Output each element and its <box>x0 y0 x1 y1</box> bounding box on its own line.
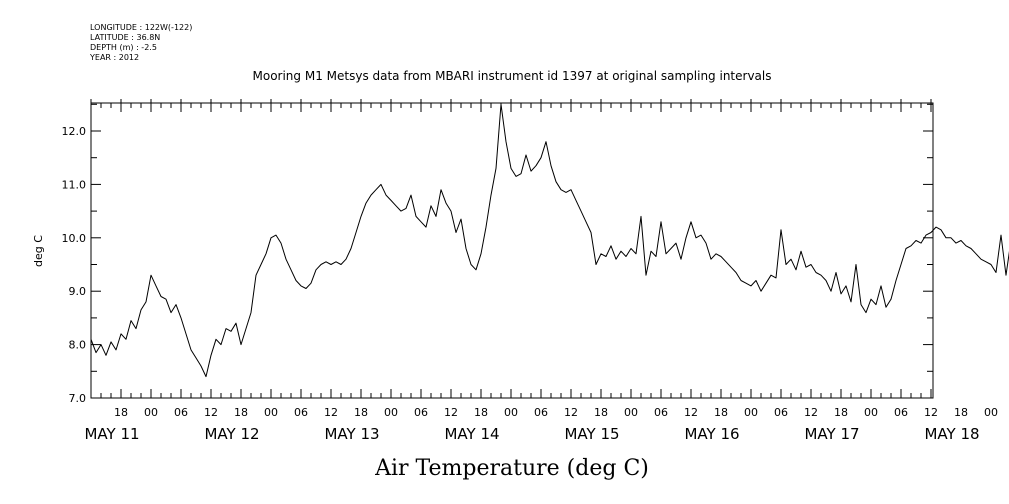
x-axis-label: Air Temperature (deg C) <box>374 456 649 481</box>
x-date-label: MAY 15 <box>564 425 619 443</box>
y-tick-label: 11.0 <box>62 178 87 191</box>
axis-ticks <box>90 99 933 399</box>
x-date-label: MAY 16 <box>684 425 739 443</box>
temperature-series-line <box>90 103 1009 378</box>
x-hour-label: 00 <box>384 406 398 419</box>
x-hour-label: 12 <box>324 406 338 419</box>
x-hour-label: 00 <box>624 406 638 419</box>
x-hour-label: 06 <box>414 406 428 419</box>
x-hour-label: 00 <box>504 406 518 419</box>
x-hour-label: 06 <box>174 406 188 419</box>
x-hour-label: 06 <box>534 406 548 419</box>
x-date-label: MAY 11 <box>84 425 139 443</box>
y-tick-label: 7.0 <box>69 392 87 405</box>
x-date-label: MAY 14 <box>444 425 499 443</box>
x-hour-label: 12 <box>804 406 818 419</box>
x-hour-label: 06 <box>894 406 908 419</box>
x-hour-label: 06 <box>294 406 308 419</box>
y-axis-label: deg C <box>32 235 45 267</box>
x-hour-label: 12 <box>204 406 218 419</box>
x-hour-label: 18 <box>114 406 128 419</box>
metadata-block: LONGITUDE : 122W(-122) LATITUDE : 36.8N … <box>89 23 192 62</box>
x-hour-label: 12 <box>444 406 458 419</box>
x-hour-label: 12 <box>564 406 578 419</box>
y-tick-label: 10.0 <box>62 232 87 245</box>
x-hour-label: 06 <box>774 406 788 419</box>
x-date-label: MAY 12 <box>204 425 259 443</box>
x-hour-label: 00 <box>744 406 758 419</box>
axis-labels: 7.0 8.0 9.0 10.0 11.0 12.0 18 00 06 12 18 00 06 12 18 0… <box>62 125 999 443</box>
y-tick-label: 8.0 <box>69 339 87 352</box>
x-date-label: MAY 13 <box>324 425 379 443</box>
plot-frame <box>90 102 934 399</box>
x-date-label: MAY 18 <box>924 425 979 443</box>
x-hour-label: 18 <box>954 406 968 419</box>
series-layer <box>90 103 1009 378</box>
x-hour-label: 00 <box>984 406 998 419</box>
x-hour-label: 00 <box>864 406 878 419</box>
metadata-longitude: LONGITUDE : 122W(-122) <box>90 23 192 32</box>
x-hour-label: 18 <box>354 406 368 419</box>
chart-title: Mooring M1 Metsys data from MBARI instru… <box>253 69 772 83</box>
x-hour-label: 06 <box>654 406 668 419</box>
x-hour-label: 00 <box>144 406 158 419</box>
metadata-latitude: LATITUDE : 36.8N <box>90 33 160 42</box>
x-hour-label: 18 <box>714 406 728 419</box>
x-date-label: MAY 17 <box>804 425 859 443</box>
x-hour-label: 18 <box>834 406 848 419</box>
x-hour-label: 12 <box>924 406 938 419</box>
x-hour-label: 18 <box>474 406 488 419</box>
x-hour-label: 00 <box>264 406 278 419</box>
metadata-depth: DEPTH (m) : -2.5 <box>90 43 157 52</box>
x-hour-label: 18 <box>594 406 608 419</box>
y-tick-label: 12.0 <box>62 125 87 138</box>
x-hour-label: 12 <box>684 406 698 419</box>
y-tick-label: 9.0 <box>69 285 87 298</box>
metadata-year: YEAR : 2012 <box>89 53 139 62</box>
x-hour-label: 18 <box>234 406 248 419</box>
